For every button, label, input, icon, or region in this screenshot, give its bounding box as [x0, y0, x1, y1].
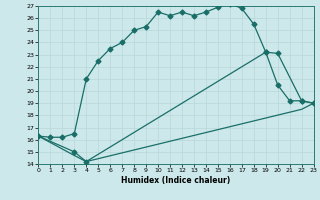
X-axis label: Humidex (Indice chaleur): Humidex (Indice chaleur) [121, 176, 231, 185]
